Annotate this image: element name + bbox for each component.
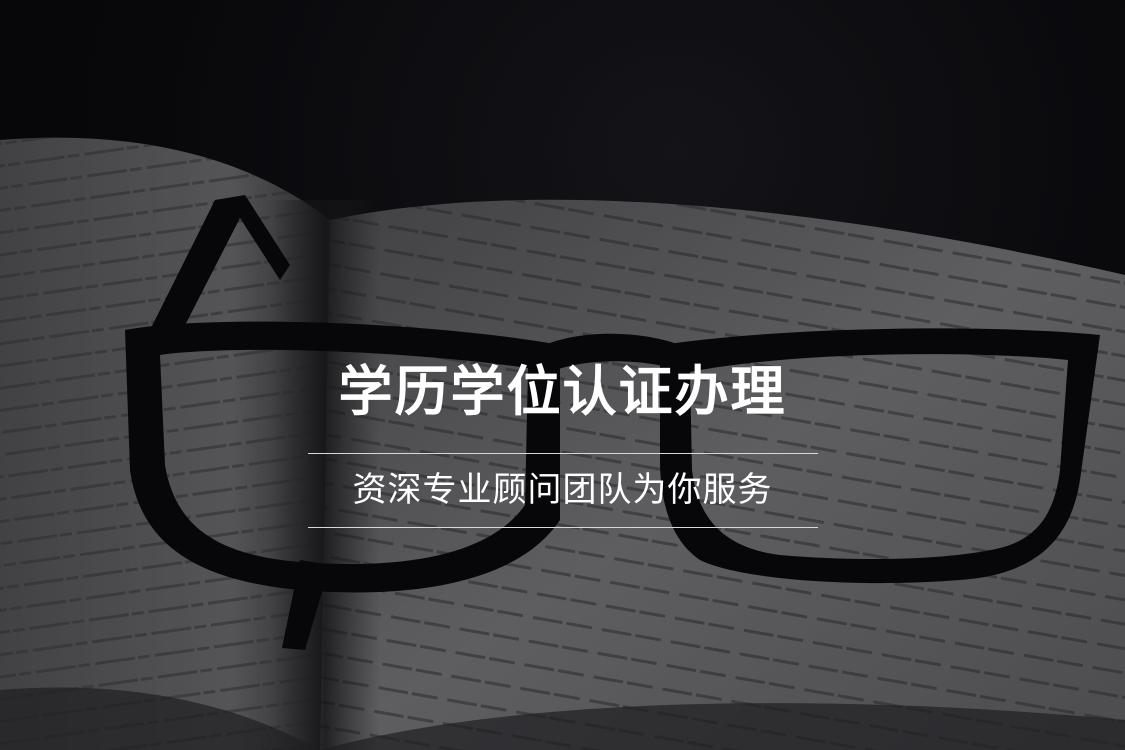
glasses-left-lens-frame: [125, 321, 560, 593]
glasses-temple-far: [282, 560, 330, 650]
banner-title: 学历学位认证办理: [338, 360, 787, 423]
divider-top: [308, 453, 818, 454]
glasses-temple: [150, 195, 290, 335]
glasses-right-lens-frame: [660, 328, 1100, 584]
divider-bottom: [308, 527, 818, 528]
banner-subtitle: 资深专业顾问团队为你服务: [352, 470, 773, 510]
